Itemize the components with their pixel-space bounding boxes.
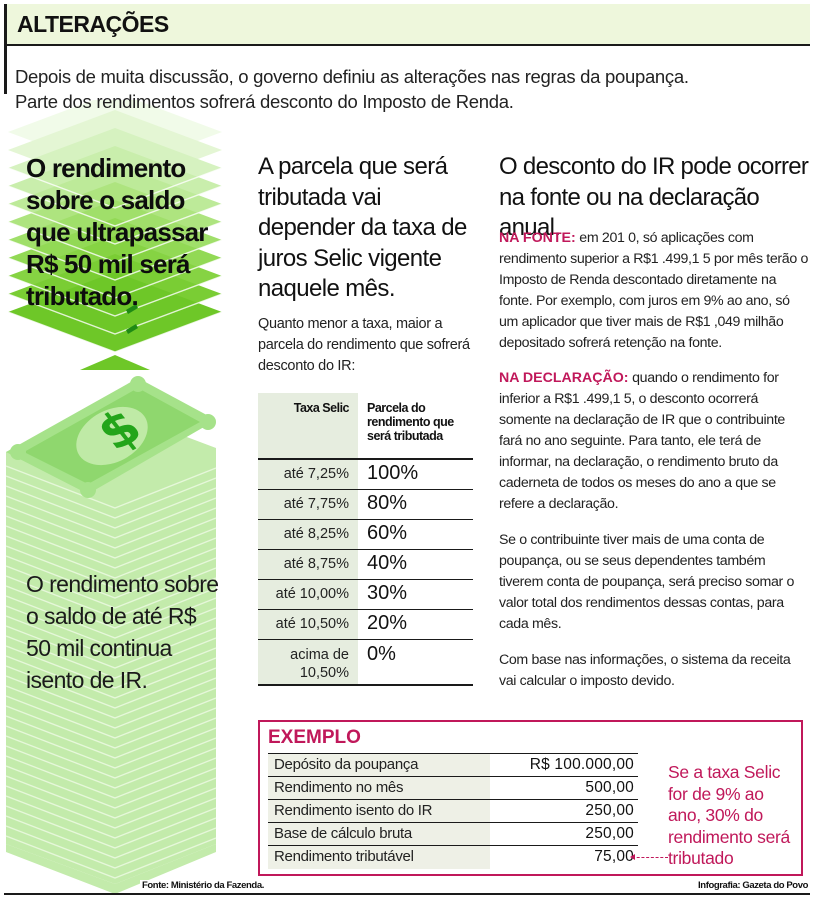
example-label: Base de cálculo bruta bbox=[268, 822, 490, 846]
selic-rate: até 7,25% bbox=[258, 459, 358, 490]
table-row: Rendimento no mês 500,00 bbox=[268, 776, 638, 800]
na-fonte-text: em 201 0, só aplicações com rendimento s… bbox=[499, 230, 808, 351]
example-value: R$ 100.000,00 bbox=[490, 753, 638, 777]
selic-rate: até 8,75% bbox=[258, 549, 358, 580]
table-row: até 7,75% 80% bbox=[258, 489, 473, 520]
na-declaracao-lead: NA DECLARAÇÃO: bbox=[499, 370, 629, 386]
example-title: EXEMPLO bbox=[268, 727, 361, 748]
example-value: 250,00 bbox=[490, 799, 638, 823]
example-value: 500,00 bbox=[490, 776, 638, 800]
money-bill-stack-icon: $ bbox=[5, 376, 217, 894]
intro-text: Depois de muita discussão, o governo def… bbox=[15, 64, 810, 114]
intro-line-1: Depois de muita discussão, o governo def… bbox=[15, 66, 689, 87]
na-fonte-lead: NA FONTE: bbox=[499, 230, 576, 246]
taxed-share: 20% bbox=[358, 609, 473, 640]
selic-rate: até 10,50% bbox=[258, 609, 358, 640]
table-row: Rendimento isento do IR 250,00 bbox=[268, 799, 638, 823]
section-header: ALTERAÇÕES bbox=[4, 4, 810, 46]
selic-heading: A parcela que será tributada vai depende… bbox=[258, 153, 467, 302]
taxed-share: 30% bbox=[358, 579, 473, 610]
selic-rate: até 7,75% bbox=[258, 489, 358, 520]
example-value: 250,00 bbox=[490, 822, 638, 846]
intro-line-2: Parte dos rendimentos sofrerá desconto d… bbox=[15, 91, 514, 112]
example-label: Rendimento isento do IR bbox=[268, 799, 490, 823]
table-row: até 10,50% 20% bbox=[258, 609, 473, 640]
na-declaracao-paragraph: NA DECLARAÇÃO: quando o rendimento for i… bbox=[499, 368, 811, 515]
system-calculation-paragraph: Com base nas informações, o sistema da r… bbox=[499, 652, 791, 689]
table-row: até 8,25% 60% bbox=[258, 519, 473, 550]
header-taxa-selic: Taxa Selic bbox=[258, 393, 358, 460]
table-row: Depósito da poupança R$ 100.000,00 bbox=[268, 753, 638, 777]
ir-discount-heading: O desconto do IR pode ocorrer na fonte o… bbox=[499, 153, 809, 241]
na-fonte-paragraph: NA FONTE: em 201 0, só aplicações com re… bbox=[499, 228, 811, 354]
example-box: EXEMPLO Depósito da poupança R$ 100.000,… bbox=[258, 720, 803, 876]
selic-rate: até 10,00% bbox=[258, 579, 358, 610]
example-note: Se a taxa Selic for de 9% ao ano, 30% do… bbox=[668, 762, 790, 868]
example-table: Depósito da poupança R$ 100.000,00 Rendi… bbox=[268, 753, 638, 869]
selic-subheading: Quanto menor a taxa, maior a parcela do … bbox=[258, 316, 470, 374]
table-row: até 10,00% 30% bbox=[258, 579, 473, 610]
section-title: ALTERAÇÕES bbox=[17, 11, 169, 37]
example-label: Rendimento no mês bbox=[268, 776, 490, 800]
taxed-statement: O rendimento sobre o saldo que ultrapass… bbox=[26, 153, 208, 311]
table-row: acima de 10,50% 0% bbox=[258, 639, 473, 686]
intro-rule bbox=[4, 46, 7, 94]
multiple-accounts-paragraph: Se o contribuinte tiver mais de uma cont… bbox=[499, 532, 795, 632]
selic-table: Taxa Selic Parcela do rendimento que ser… bbox=[258, 393, 473, 686]
footer-rule bbox=[4, 893, 810, 895]
exempt-statement: O rendimento sobre o saldo de até R$ 50 … bbox=[26, 571, 219, 693]
selic-rate: até 8,25% bbox=[258, 519, 358, 550]
example-value: 75,00 bbox=[490, 845, 638, 869]
table-row: até 7,25% 100% bbox=[258, 459, 473, 490]
taxed-share: 80% bbox=[358, 489, 473, 520]
taxed-share: 100% bbox=[358, 459, 473, 490]
table-row: Rendimento tributável 75,00 bbox=[268, 845, 638, 869]
example-label: Rendimento tributável bbox=[268, 845, 490, 869]
na-declaracao-text: quando o rendimento for inferior a R$1 .… bbox=[499, 370, 785, 512]
taxed-share: 60% bbox=[358, 519, 473, 550]
footer-credit: Infografia: Gazeta do Povo bbox=[698, 880, 808, 891]
selic-rate: acima de 10,50% bbox=[258, 639, 358, 686]
table-row: Base de cálculo bruta 250,00 bbox=[268, 822, 638, 846]
header-parcela: Parcela do rendimento que será tributada bbox=[358, 393, 473, 460]
dashed-arrow-icon bbox=[632, 857, 668, 858]
table-row: até 8,75% 40% bbox=[258, 549, 473, 580]
footer-source: Fonte: Ministério da Fazenda. bbox=[140, 880, 266, 891]
selic-table-header: Taxa Selic Parcela do rendimento que ser… bbox=[258, 393, 473, 460]
taxed-share: 40% bbox=[358, 549, 473, 580]
taxed-share: 0% bbox=[358, 639, 473, 686]
example-label: Depósito da poupança bbox=[268, 753, 490, 777]
arrow-head-icon bbox=[630, 854, 635, 860]
money-stack-icon bbox=[7, 100, 223, 370]
